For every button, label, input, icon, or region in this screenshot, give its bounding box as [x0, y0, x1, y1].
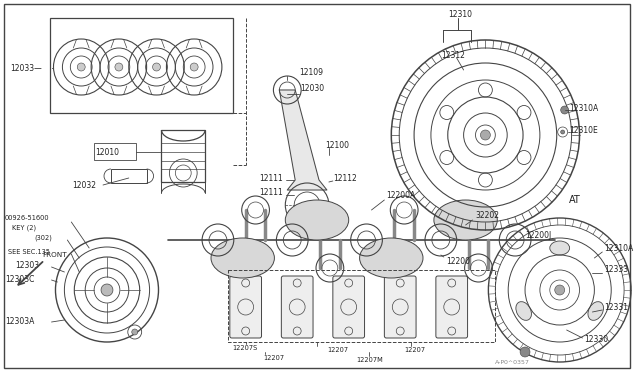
Ellipse shape	[550, 241, 570, 255]
Ellipse shape	[434, 200, 497, 240]
Text: 12310A: 12310A	[570, 103, 599, 112]
Text: 12032: 12032	[72, 180, 96, 189]
Ellipse shape	[588, 302, 604, 320]
Text: (302): (302)	[35, 235, 52, 241]
Text: 12207: 12207	[404, 347, 426, 353]
Text: 12030: 12030	[300, 83, 324, 93]
Circle shape	[152, 63, 161, 71]
Circle shape	[101, 284, 113, 296]
Circle shape	[561, 130, 564, 134]
Text: 32202: 32202	[476, 211, 499, 219]
Text: 12330: 12330	[584, 336, 609, 344]
Text: 12310A: 12310A	[604, 244, 634, 253]
Ellipse shape	[211, 238, 275, 278]
Circle shape	[115, 63, 123, 71]
Text: AT: AT	[568, 195, 580, 205]
Text: SEE SEC.135: SEE SEC.135	[8, 249, 50, 255]
Bar	[228, 270, 495, 342]
Text: 12312: 12312	[441, 51, 465, 60]
Text: 12010: 12010	[95, 148, 119, 157]
Bar	[111, 169, 147, 183]
Ellipse shape	[360, 238, 423, 278]
Text: 12331: 12331	[604, 304, 628, 312]
Text: 12303C: 12303C	[5, 276, 35, 285]
Text: 12207: 12207	[327, 347, 348, 353]
FancyBboxPatch shape	[333, 276, 365, 338]
Ellipse shape	[285, 200, 349, 240]
Text: 12200J: 12200J	[525, 231, 551, 240]
Text: 12303: 12303	[15, 260, 39, 269]
Circle shape	[561, 106, 568, 114]
Text: 12111: 12111	[260, 173, 284, 183]
Text: 12207: 12207	[264, 355, 285, 361]
FancyBboxPatch shape	[282, 276, 313, 338]
Text: 12033—: 12033—	[10, 64, 42, 73]
Ellipse shape	[516, 302, 531, 320]
Text: 12112: 12112	[333, 173, 356, 183]
Circle shape	[555, 285, 564, 295]
Text: 00926-51600: 00926-51600	[5, 215, 49, 221]
Text: 12109: 12109	[299, 67, 323, 77]
Circle shape	[190, 63, 198, 71]
Bar	[49, 18, 233, 113]
Text: FRONT: FRONT	[43, 252, 67, 258]
FancyBboxPatch shape	[230, 276, 262, 338]
Polygon shape	[279, 90, 327, 190]
Text: 12200: 12200	[446, 257, 470, 266]
Circle shape	[520, 347, 530, 357]
Text: 12200A: 12200A	[387, 190, 415, 199]
Text: KEY (2): KEY (2)	[12, 225, 36, 231]
Text: 12310E: 12310E	[570, 125, 598, 135]
Text: 12303A: 12303A	[5, 317, 35, 327]
Circle shape	[481, 130, 490, 140]
Text: 12333: 12333	[604, 266, 628, 275]
Text: 12207M: 12207M	[356, 357, 383, 363]
Text: 12100: 12100	[325, 141, 349, 150]
Text: A-P0^0357: A-P0^0357	[495, 359, 530, 365]
FancyBboxPatch shape	[385, 276, 416, 338]
Text: 12310: 12310	[448, 10, 472, 19]
FancyBboxPatch shape	[436, 276, 468, 338]
Text: 12111: 12111	[260, 187, 284, 196]
Circle shape	[77, 63, 85, 71]
Bar	[161, 130, 205, 182]
Circle shape	[132, 329, 138, 335]
Text: 12207S: 12207S	[232, 345, 257, 351]
Bar	[94, 143, 136, 160]
